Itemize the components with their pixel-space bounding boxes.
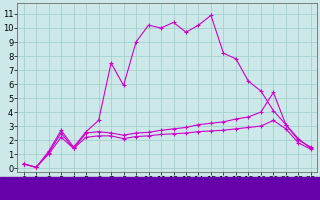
X-axis label: Windchill (Refroidissement éolien,°C): Windchill (Refroidissement éolien,°C) xyxy=(72,188,263,197)
